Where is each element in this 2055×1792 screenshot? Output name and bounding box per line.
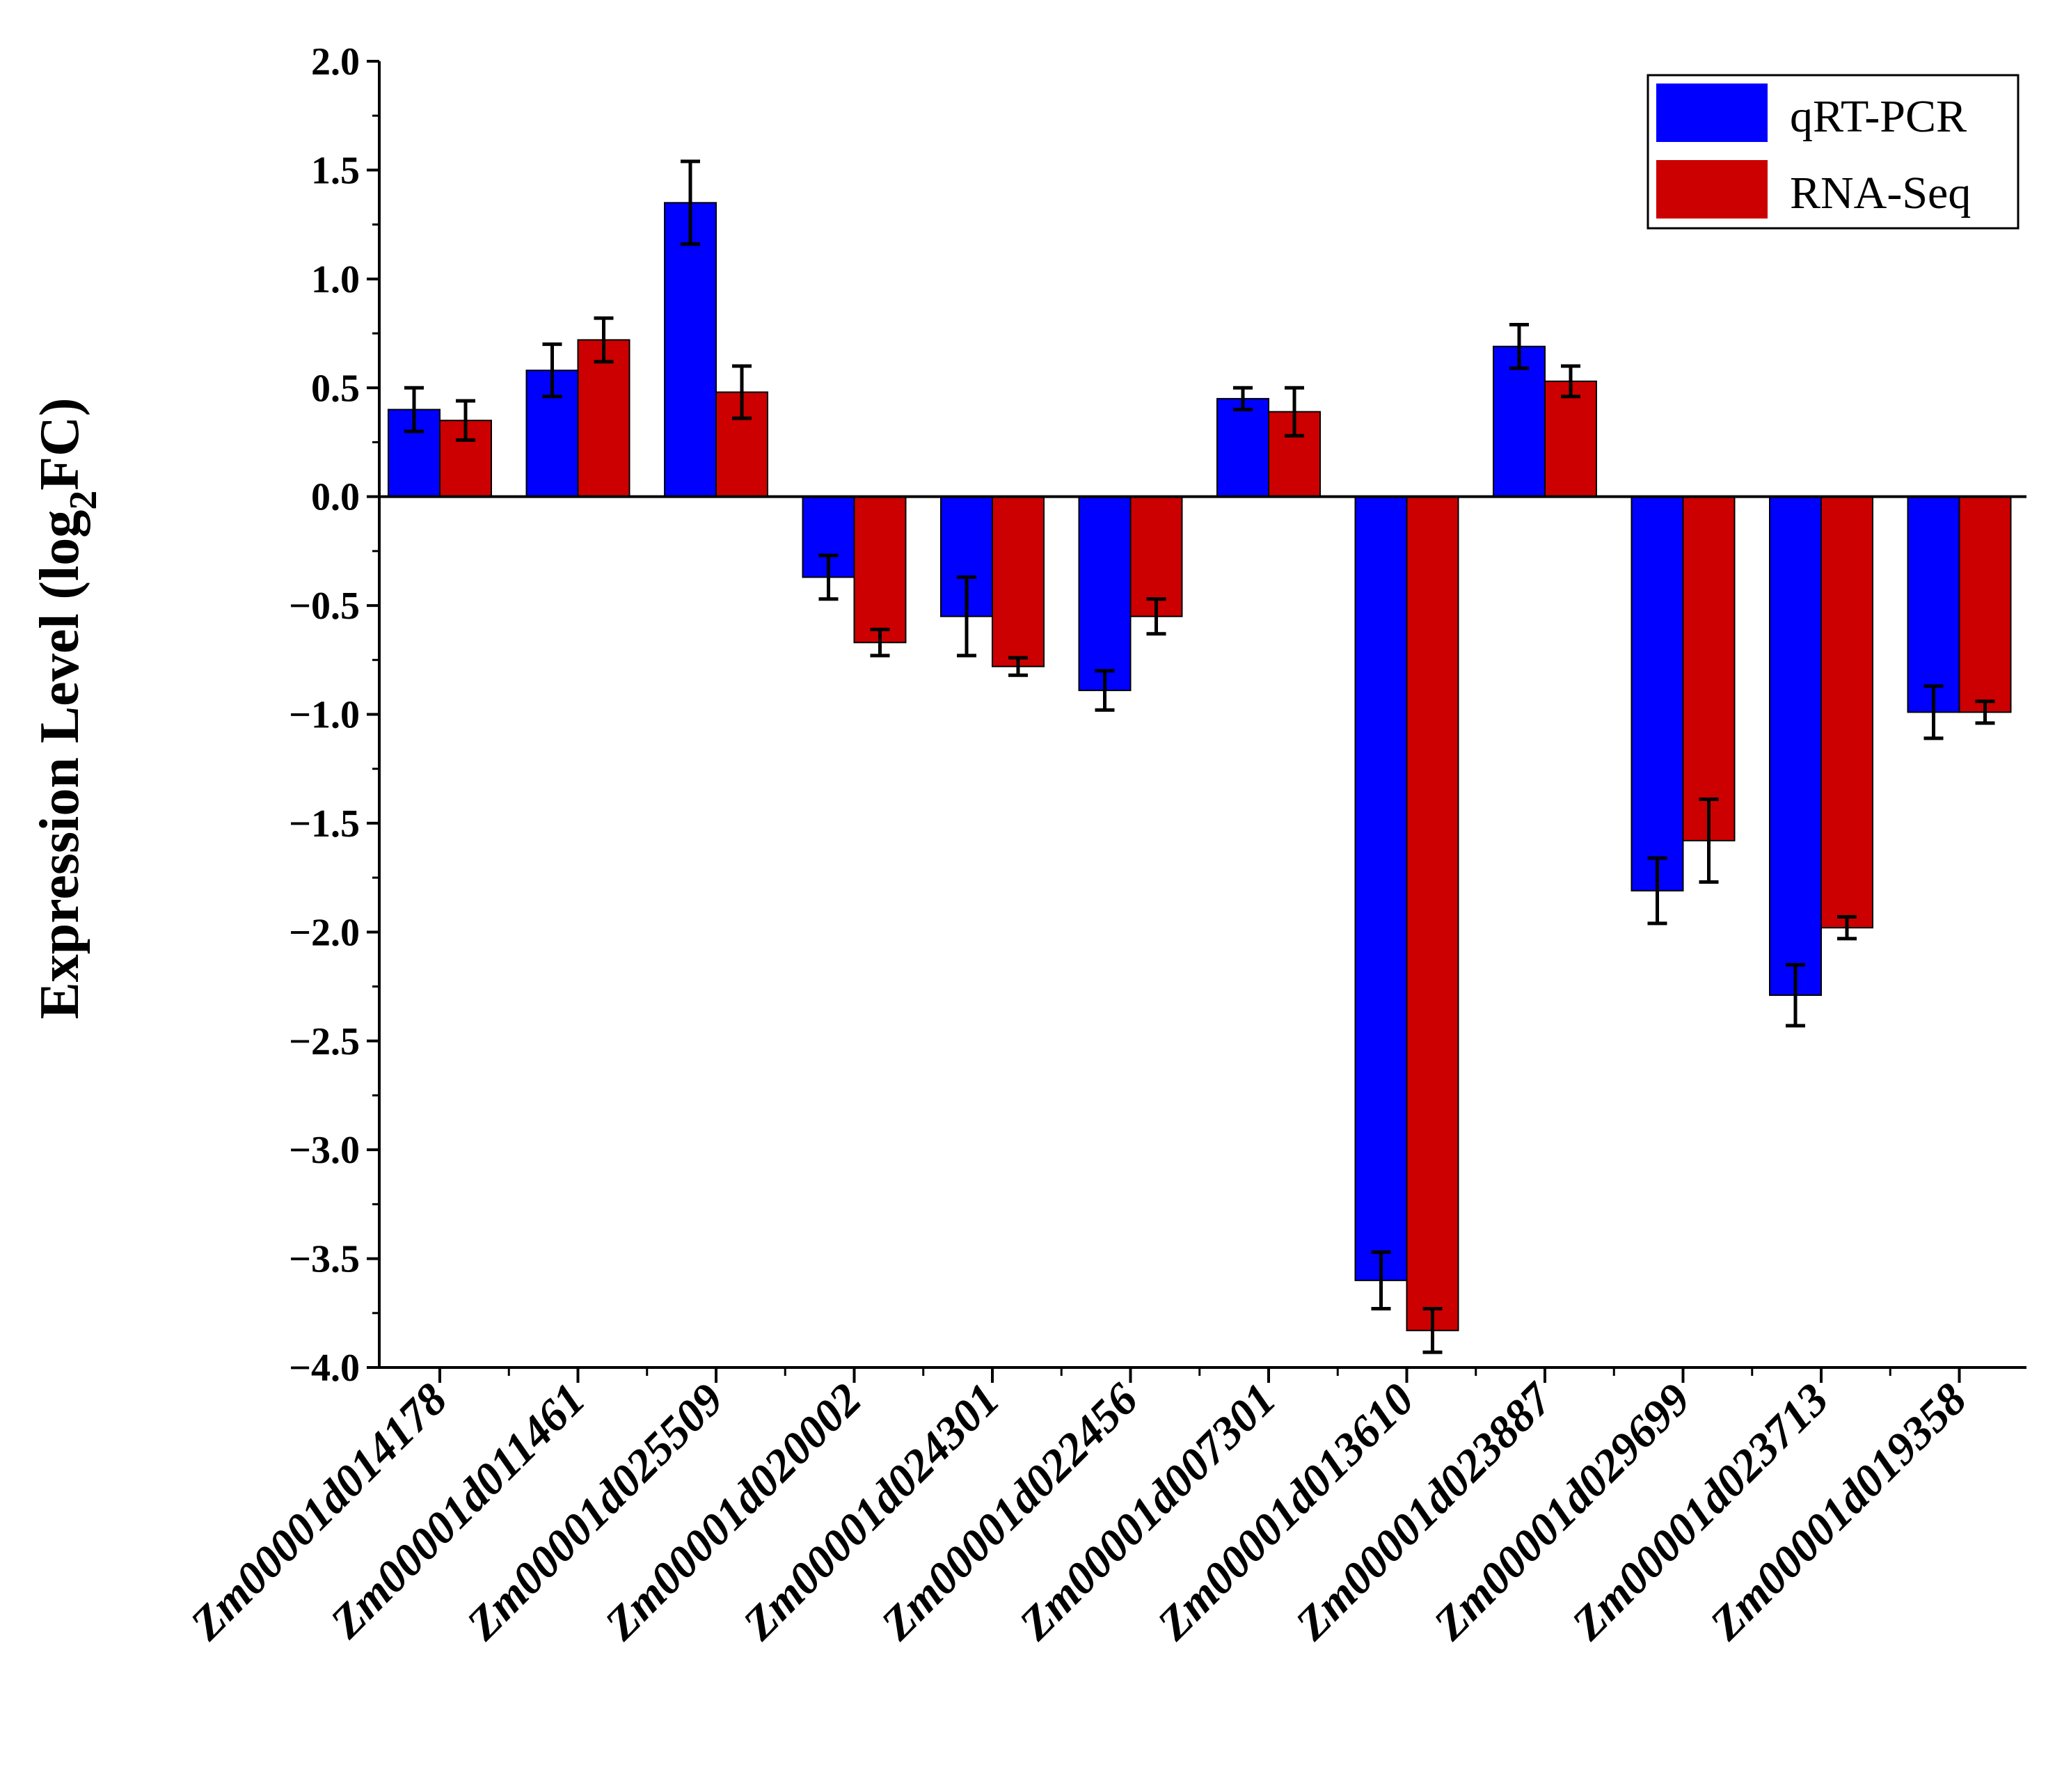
y-axis-label-main: Expression Level (log bbox=[29, 510, 90, 1020]
legend: qRT-PCR RNA-Seq bbox=[1647, 74, 2020, 230]
y-axis-label-subscript: 2 bbox=[62, 491, 105, 510]
x-tick-label: Zm00001d007301 bbox=[1009, 1374, 1285, 1650]
error-bar-qrt-pcr-zm00001d023713 bbox=[1786, 962, 1805, 1028]
y-tick-label: 1.0 bbox=[311, 258, 360, 301]
y-tick-label: −2.5 bbox=[289, 1020, 360, 1063]
bar-qrt-pcr-zm00001d029699 bbox=[1630, 495, 1684, 891]
legend-swatch-qrt-pcr bbox=[1656, 84, 1768, 142]
y-tick-label: −1.0 bbox=[289, 694, 360, 737]
bar-qrt-pcr-zm00001d022456 bbox=[1078, 495, 1132, 692]
error-bars-layer bbox=[404, 159, 1995, 1354]
legend-label-rna-seq: RNA-Seq bbox=[1790, 168, 1971, 219]
bar-qrt-pcr-zm00001d019358 bbox=[1907, 495, 1960, 713]
x-tick-label: Zm00001d025509 bbox=[457, 1374, 733, 1650]
error-bar-qrt-pcr-zm00001d013610 bbox=[1371, 1250, 1391, 1311]
bar-rna-seq-zm00001d025509 bbox=[715, 391, 768, 498]
x-tick-label: Zm00001d024301 bbox=[733, 1374, 1009, 1650]
y-ticks-layer: 2.0 1.5 1.0 0.5 0.0 −0.5 −1.0 −1.5 −2.0 −2.5 −3.0 −… bbox=[289, 40, 379, 1390]
bar-rna-seq-zm00001d020002 bbox=[853, 495, 907, 644]
error-bar-rna-seq-zm00001d022456 bbox=[1146, 597, 1166, 636]
error-bar-rna-seq-zm00001d011461 bbox=[594, 316, 614, 364]
y-tick-label: −3.0 bbox=[289, 1129, 360, 1172]
y-tick-label: 1.5 bbox=[311, 149, 360, 192]
x-tick-label: Zm00001d023887 bbox=[1285, 1372, 1563, 1650]
y-tick-label: −2.0 bbox=[289, 911, 360, 954]
bar-rna-seq-zm00001d011461 bbox=[577, 339, 630, 498]
y-tick-label: −4.0 bbox=[289, 1347, 360, 1390]
y-tick-label: −0.5 bbox=[289, 585, 360, 628]
x-tick-label: Zm00001d023713 bbox=[1562, 1374, 1838, 1650]
error-bar-qrt-pcr-zm00001d011461 bbox=[542, 342, 562, 399]
error-bar-rna-seq-zm00001d025509 bbox=[732, 364, 752, 420]
error-bar-qrt-pcr-zm00001d023887 bbox=[1509, 323, 1529, 370]
bar-qrt-pcr-zm00001d023713 bbox=[1769, 495, 1822, 997]
x-tick-label: Zm00001d013610 bbox=[1148, 1374, 1424, 1650]
y-tick-label: 0.5 bbox=[311, 367, 360, 410]
error-bar-rna-seq-zm00001d023887 bbox=[1561, 364, 1580, 399]
error-bar-rna-seq-zm00001d020002 bbox=[870, 627, 890, 658]
x-tick-label: Zm00001d014178 bbox=[180, 1374, 457, 1650]
error-bar-rna-seq-zm00001d007301 bbox=[1285, 386, 1304, 438]
x-tick-label: Zm00001d020002 bbox=[595, 1374, 871, 1650]
error-bar-qrt-pcr-zm00001d022456 bbox=[1095, 669, 1115, 712]
bars-layer bbox=[388, 202, 2012, 1331]
bar-rna-seq-zm00001d024301 bbox=[992, 495, 1045, 667]
x-ticks-layer: Zm00001d014178Zm00001d011461Zm00001d0255… bbox=[180, 1367, 1976, 1650]
bar-rna-seq-zm00001d013610 bbox=[1406, 495, 1459, 1331]
error-bar-rna-seq-zm00001d023713 bbox=[1837, 914, 1857, 941]
y-tick-label: 0.0 bbox=[311, 476, 360, 519]
error-bar-qrt-pcr-zm00001d024301 bbox=[957, 575, 976, 658]
bar-qrt-pcr-zm00001d007301 bbox=[1216, 397, 1269, 498]
y-tick-label: −1.5 bbox=[289, 802, 360, 846]
y-axis-label: Expression Level (log2FC) bbox=[29, 397, 105, 1019]
legend-swatch-rna-seq bbox=[1656, 160, 1768, 219]
x-tick-label: Zm00001d019358 bbox=[1700, 1374, 1976, 1650]
x-tick-label: Zm00001d011461 bbox=[321, 1374, 596, 1649]
error-bar-rna-seq-zm00001d019358 bbox=[1975, 699, 1995, 725]
error-bar-rna-seq-zm00001d014178 bbox=[456, 399, 475, 442]
error-bar-qrt-pcr-zm00001d025509 bbox=[681, 159, 700, 246]
error-bar-qrt-pcr-zm00001d014178 bbox=[404, 386, 424, 434]
bar-qrt-pcr-zm00001d013610 bbox=[1354, 495, 1408, 1281]
y-tick-label: −3.5 bbox=[289, 1238, 360, 1281]
bar-qrt-pcr-zm00001d025509 bbox=[664, 202, 717, 498]
y-tick-label: 2.0 bbox=[311, 40, 360, 84]
error-bar-rna-seq-zm00001d029699 bbox=[1699, 798, 1719, 884]
bar-rna-seq-zm00001d019358 bbox=[1958, 495, 2012, 713]
legend-label-qrt-pcr: qRT-PCR bbox=[1790, 91, 1967, 142]
error-bar-rna-seq-zm00001d013610 bbox=[1422, 1307, 1443, 1354]
y-axis-label-tail: FC) bbox=[29, 397, 90, 490]
x-tick-label: Zm00001d029699 bbox=[1424, 1374, 1700, 1650]
error-bar-qrt-pcr-zm00001d019358 bbox=[1923, 684, 1944, 740]
bar-rna-seq-zm00001d023887 bbox=[1544, 380, 1597, 498]
error-bar-rna-seq-zm00001d024301 bbox=[1008, 656, 1028, 677]
x-tick-label: Zm00001d022456 bbox=[871, 1374, 1148, 1650]
bar-rna-seq-zm00001d023713 bbox=[1820, 495, 1873, 929]
error-bar-qrt-pcr-zm00001d020002 bbox=[818, 553, 839, 601]
bar-rna-seq-zm00001d029699 bbox=[1682, 495, 1736, 841]
error-bar-qrt-pcr-zm00001d029699 bbox=[1647, 856, 1667, 926]
error-bar-qrt-pcr-zm00001d007301 bbox=[1233, 386, 1253, 412]
